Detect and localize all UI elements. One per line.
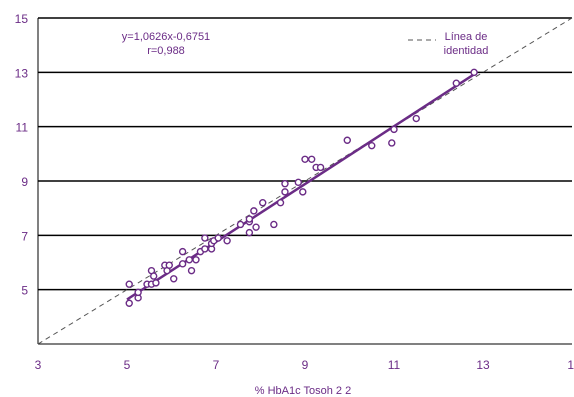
data-point [270, 220, 278, 229]
data-point [252, 223, 260, 231]
data-point [343, 136, 351, 144]
x-tick-label: 1 [567, 358, 574, 372]
data-point [178, 260, 187, 268]
data-point [236, 220, 245, 229]
data-point [259, 199, 267, 207]
data-point [368, 141, 376, 150]
y-tick-label: 5 [21, 284, 28, 298]
regression-line [126, 73, 475, 301]
x-axis-label: % HbA1c Tosoh 2 2 [255, 385, 351, 397]
data-point [185, 256, 194, 264]
data-point [281, 188, 289, 196]
y-tick-label: 11 [16, 121, 29, 135]
data-point [170, 275, 178, 283]
data-point [276, 199, 285, 207]
equation-label: y=1,0626x-0,6751 [122, 31, 210, 43]
x-tick-label: 9 [302, 358, 309, 372]
data-point [149, 272, 158, 280]
data-point [187, 266, 196, 275]
data-point [192, 256, 200, 264]
data-point [214, 234, 222, 242]
data-point [470, 68, 478, 77]
data-point [165, 261, 173, 269]
x-tick-labels: 3 5 7 9 11 13 1 [35, 358, 574, 372]
data-point [390, 125, 398, 134]
data-point [125, 299, 133, 307]
x-tick-label: 11 [388, 358, 401, 372]
y-tick-label: 15 [15, 12, 29, 26]
data-point [125, 280, 133, 288]
y-tick-label: 9 [21, 175, 28, 189]
y-tick-label: 7 [21, 229, 28, 243]
data-point [201, 245, 209, 253]
data-point [245, 215, 254, 223]
data-point [245, 228, 254, 237]
data-points [125, 68, 478, 307]
x-tick-label: 3 [35, 358, 42, 372]
y-tick-label: 13 [15, 66, 29, 80]
x-tick-label: 5 [124, 358, 131, 372]
x-tick-label: 13 [476, 358, 490, 372]
data-point [134, 288, 142, 297]
data-point [152, 279, 160, 287]
identity-legend-line2: identidad [444, 45, 489, 57]
data-point [201, 234, 209, 242]
data-point [452, 79, 460, 87]
horizontal-gridlines [38, 17, 572, 291]
data-point [307, 155, 316, 163]
data-point [281, 180, 289, 188]
data-point [316, 163, 325, 172]
data-point [388, 139, 396, 147]
x-tick-label: 7 [213, 358, 220, 372]
y-tick-labels: 5 7 9 11 13 15 [15, 12, 29, 298]
r-label: r=0,988 [147, 45, 185, 57]
data-point [250, 207, 258, 215]
data-point [299, 188, 307, 196]
identity-legend-line1: Línea de [445, 31, 488, 43]
data-point [178, 247, 187, 256]
data-point [223, 237, 231, 245]
data-point [301, 155, 309, 163]
data-point [294, 178, 303, 187]
data-point [412, 114, 420, 123]
